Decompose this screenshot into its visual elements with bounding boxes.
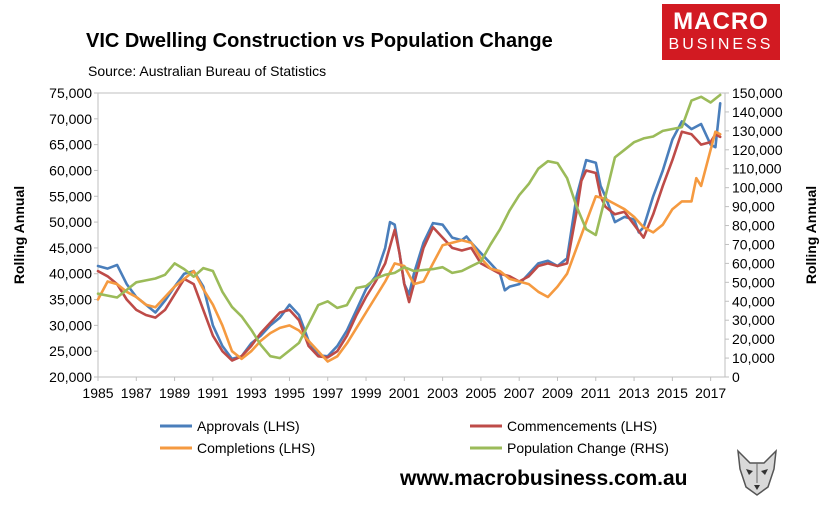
y-axis-label-right: Rolling Annual	[803, 186, 819, 284]
y-tick-right-label: 130,000	[732, 123, 783, 139]
y-tick-left-label: 40,000	[49, 266, 92, 282]
x-tick-label: 2017	[695, 385, 726, 401]
y-tick-left-label: 60,000	[49, 162, 92, 178]
y-tick-right-label: 100,000	[732, 180, 783, 196]
y-tick-left-label: 50,000	[49, 214, 92, 230]
y-tick-right-label: 70,000	[732, 236, 775, 252]
plot-area	[97, 92, 726, 378]
y-tick-left-label: 25,000	[49, 343, 92, 359]
y-tick-left-label: 45,000	[49, 240, 92, 256]
y-tick-left-label: 20,000	[49, 369, 92, 385]
macrobusiness-logo: MACRO BUSINESS	[662, 4, 780, 60]
y-tick-right-label: 90,000	[732, 199, 775, 215]
y-axis-label-left: Rolling Annual	[11, 186, 27, 284]
y-tick-right-label: 30,000	[732, 312, 775, 328]
x-tick-label: 1993	[236, 385, 267, 401]
chart-title: VIC Dwelling Construction vs Population …	[86, 30, 553, 52]
x-tick-label: 1989	[159, 385, 190, 401]
x-tick-label: 2009	[542, 385, 573, 401]
x-tick-label: 2011	[581, 385, 611, 401]
y-tick-right-label: 80,000	[732, 218, 775, 234]
series-line-approvals-lhs	[96, 102, 722, 361]
y-tick-right-label: 110,000	[732, 161, 782, 177]
legend-label: Approvals (LHS)	[197, 418, 300, 434]
series-line-completions-lhs	[96, 130, 722, 363]
y-tick-right-label: 50,000	[732, 274, 775, 290]
x-tick-label: 2007	[504, 385, 535, 401]
y-tick-right-label: 10,000	[732, 350, 775, 366]
x-tick-label: 1985	[82, 385, 113, 401]
legend-label: Population Change (RHS)	[507, 440, 669, 456]
y-tick-right-label: 120,000	[732, 142, 783, 158]
x-tick-label: 2003	[427, 385, 458, 401]
legend: Approvals (LHS) Commencements (LHS) Comple…	[160, 418, 669, 456]
x-tick-label: 1997	[312, 385, 343, 401]
y-tick-left-label: 65,000	[49, 137, 92, 153]
y-tick-left-label: 75,000	[49, 85, 92, 101]
wolf-icon	[737, 448, 777, 496]
website-url: www.macrobusiness.com.au	[399, 467, 687, 490]
x-tick-label: 2001	[389, 385, 420, 401]
x-tick-label: 1995	[274, 385, 305, 401]
x-tick-label: 1999	[350, 385, 381, 401]
x-tick-label: 1991	[197, 385, 228, 401]
x-tick-label: 2013	[618, 385, 649, 401]
y-tick-left-label: 35,000	[49, 292, 92, 308]
y-tick-right-label: 140,000	[732, 104, 783, 120]
logo-text-macro: MACRO	[673, 8, 769, 35]
legend-label: Completions (LHS)	[197, 440, 315, 456]
y-tick-left-label: 70,000	[49, 111, 92, 127]
y-tick-right-label: 150,000	[732, 85, 783, 101]
series-line-population-change-rhs	[96, 93, 722, 360]
logo-text-business: BUSINESS	[668, 36, 774, 53]
x-tick-label: 1987	[121, 385, 152, 401]
y-tick-right-label: 40,000	[732, 293, 775, 309]
y-tick-right-label: 0	[732, 369, 740, 385]
y-tick-left-label: 30,000	[49, 317, 92, 333]
y-tick-left-label: 55,000	[49, 188, 92, 204]
legend-label: Commencements (LHS)	[507, 418, 657, 434]
chart-subtitle: Source: Australian Bureau of Statistics	[88, 63, 326, 79]
y-tick-right-label: 20,000	[732, 331, 775, 347]
x-tick-label: 2015	[657, 385, 688, 401]
x-tick-label: 2005	[465, 385, 496, 401]
y-tick-right-label: 60,000	[732, 255, 775, 271]
